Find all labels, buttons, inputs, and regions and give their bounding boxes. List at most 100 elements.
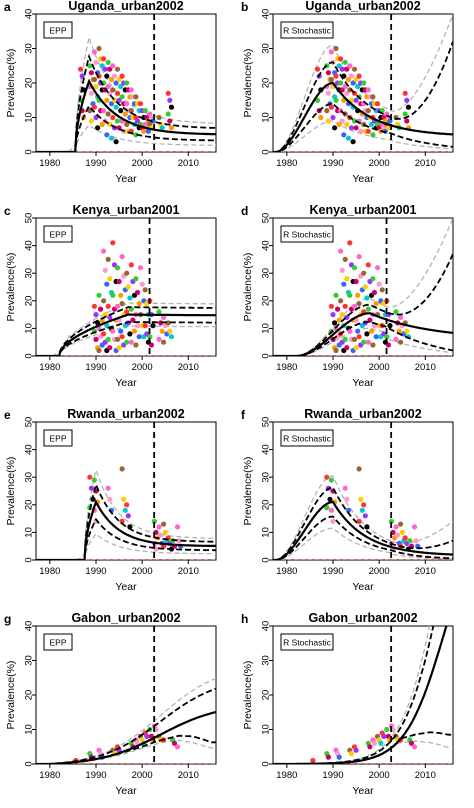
y-axis-label: Prevalence(%) — [5, 49, 17, 118]
data-point — [347, 328, 353, 334]
x-tick-label: 2010 — [415, 362, 436, 373]
data-point — [88, 90, 94, 96]
x-tick-label: 1990 — [85, 770, 106, 781]
data-point — [347, 292, 353, 298]
panel-f: Rwanda_urban2002 f 1980 1990 2000 2010 0 10 20 30… — [241, 407, 454, 593]
data-point — [124, 101, 130, 107]
data-point — [351, 265, 358, 271]
panel-letter: a — [4, 0, 11, 14]
panel-title: Rwanda_urban2002 — [304, 407, 421, 421]
data-point — [91, 477, 97, 483]
data-point — [332, 125, 338, 131]
y-tick-label: 20 — [24, 500, 35, 511]
data-point — [365, 306, 371, 312]
legend-label: EPP — [49, 26, 66, 36]
outer-upper-ci — [273, 218, 453, 356]
inner-lower-ci — [36, 321, 216, 356]
data-point — [114, 265, 121, 271]
y-tick-label: 0 — [261, 761, 272, 766]
plot-area — [36, 626, 216, 764]
panel-c: Kenya_urban2001 c 1980 1990 2000 2010 0 10 20 30 4… — [4, 203, 217, 389]
data-point — [338, 298, 344, 304]
data-point — [402, 535, 408, 541]
plot-frame — [272, 421, 454, 561]
data-point — [104, 132, 110, 138]
data-point — [398, 314, 404, 320]
data-point — [88, 118, 94, 124]
data-point — [99, 63, 105, 69]
data-point — [333, 45, 339, 52]
y-axis-label: Prevalence(%) — [5, 457, 17, 526]
data-point — [110, 240, 116, 246]
data-point — [385, 125, 391, 131]
data-point — [161, 314, 167, 320]
legend-label: R Stochastic — [283, 230, 331, 240]
plot-area — [36, 218, 216, 356]
data-point — [168, 334, 175, 340]
data-point — [361, 80, 367, 86]
data-point — [108, 76, 115, 83]
data-point — [165, 111, 171, 117]
data-point — [339, 267, 345, 273]
y-tick-label: 40 — [261, 444, 272, 455]
y-tick-label: 40 — [261, 621, 272, 632]
data-point — [350, 80, 356, 86]
legend-label: R Stochastic — [283, 434, 331, 444]
data-point — [124, 339, 130, 345]
data-point — [119, 94, 125, 100]
data-point — [104, 73, 110, 79]
data-point — [91, 76, 97, 83]
fitted-curve — [36, 313, 216, 356]
data-point — [351, 118, 358, 124]
data-point — [93, 312, 99, 318]
y-tick-label: 0 — [24, 557, 35, 562]
plot-frame — [35, 421, 217, 561]
x-tick-label: 2010 — [178, 362, 199, 373]
panel-a: Uganda_urban2002 a 1980 1990 2000 2010 0 10 20 30… — [4, 0, 217, 185]
data-point — [96, 347, 102, 354]
data-point — [318, 114, 324, 121]
data-point — [124, 80, 130, 86]
data-point — [356, 466, 362, 472]
data-point — [339, 87, 345, 93]
data-point — [107, 276, 113, 282]
data-point — [114, 90, 121, 96]
data-point — [119, 73, 125, 79]
data-point — [371, 289, 378, 296]
data-point — [144, 733, 150, 740]
data-point — [93, 336, 99, 342]
y-tick-label: 40 — [261, 9, 272, 20]
data-point — [358, 496, 364, 502]
data-point — [137, 101, 144, 107]
data-point — [368, 328, 375, 334]
data-point — [113, 104, 119, 110]
y-tick-label: 10 — [261, 724, 272, 735]
data-point — [110, 114, 116, 121]
data-point — [110, 87, 116, 93]
data-point — [127, 295, 133, 301]
data-point — [119, 466, 125, 472]
x-axis-label: Year — [115, 173, 137, 185]
x-tick-label: 2000 — [132, 770, 153, 781]
data-point — [96, 45, 102, 52]
data-point — [102, 66, 108, 72]
data-point — [119, 518, 125, 525]
y-tick-label: 0 — [24, 149, 35, 154]
data-point — [104, 323, 110, 329]
outer-lower-ci — [36, 532, 216, 560]
x-axis-label: Year — [115, 377, 137, 389]
y-tick-label: 30 — [24, 43, 35, 54]
data-point — [339, 312, 345, 318]
data-point — [330, 114, 336, 121]
data-point — [165, 90, 171, 96]
panel-title: Rwanda_urban2002 — [67, 407, 184, 421]
inner-upper-ci — [273, 41, 453, 152]
x-tick-label: 2010 — [178, 770, 199, 781]
data-point — [87, 63, 93, 69]
data-point — [381, 733, 387, 740]
x-tick-label: 1990 — [85, 362, 106, 373]
y-tick-label: 10 — [24, 527, 35, 538]
data-point — [161, 521, 167, 527]
panel-title: Kenya_urban2001 — [72, 203, 179, 217]
data-point — [344, 66, 350, 72]
